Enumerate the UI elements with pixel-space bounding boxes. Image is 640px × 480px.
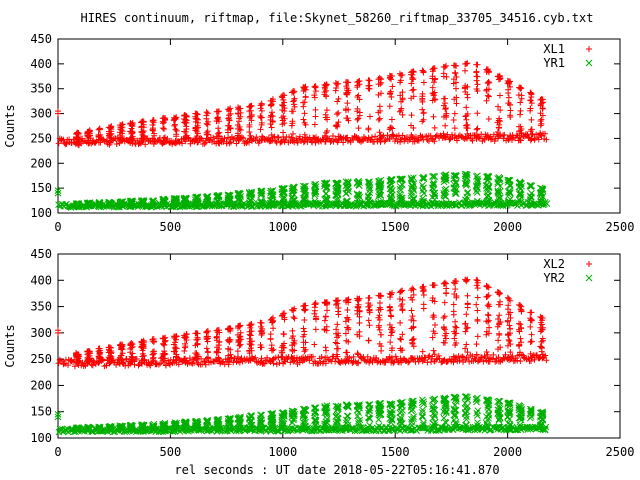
y-axis-label: Counts — [3, 324, 17, 367]
y-tick-label: 200 — [30, 378, 52, 392]
chart-title: HIRES continuum, riftmap, file:Skynet_58… — [81, 11, 594, 25]
y-tick-label: 100 — [30, 431, 52, 445]
series-YR2 — [54, 393, 550, 436]
series-points-YR2 — [54, 393, 550, 436]
legend-marker — [585, 274, 593, 282]
legend-label: YR1 — [543, 56, 565, 70]
series-XL1 — [55, 60, 550, 149]
legend-label: YR2 — [543, 271, 565, 285]
legend-marker — [586, 261, 592, 267]
x-axis-label: rel seconds : UT date 2018-05-22T05:16:4… — [174, 463, 499, 477]
y-tick-label: 250 — [30, 352, 52, 366]
legend-marker — [585, 59, 593, 67]
y-tick-label: 200 — [30, 156, 52, 170]
y-tick-label: 400 — [30, 57, 52, 71]
y-axis-label: Counts — [3, 104, 17, 147]
series-points-XL1 — [55, 60, 550, 149]
y-tick-label: 450 — [30, 247, 52, 261]
x-tick-label: 1500 — [381, 445, 410, 459]
y-tick-label: 350 — [30, 300, 52, 314]
y-tick-label: 300 — [30, 326, 52, 340]
x-tick-label: 1000 — [268, 445, 297, 459]
series-points-XL2 — [55, 276, 550, 370]
legend-marker — [586, 46, 592, 52]
y-tick-label: 400 — [30, 273, 52, 287]
x-tick-label: 1000 — [268, 220, 297, 234]
x-tick-label: 500 — [160, 445, 182, 459]
plot-panel-top: 100 150 200 250 300 350 400 450 0 500 1000 1500 2000… — [3, 32, 634, 234]
x-tick-label: 500 — [160, 220, 182, 234]
legend-label: XL2 — [543, 257, 565, 271]
x-tick-label: 2500 — [606, 220, 635, 234]
x-tick-label: 0 — [54, 220, 61, 234]
y-tick-label: 450 — [30, 32, 52, 46]
y-tick-label: 350 — [30, 82, 52, 96]
y-tick-label: 300 — [30, 107, 52, 121]
plot-panel-bottom: 100 150 200 250 300 350 400 450 0 500 1000 1500 2000… — [3, 247, 634, 459]
series-points-YR1 — [54, 170, 551, 211]
y-tick-label: 150 — [30, 181, 52, 195]
x-tick-label: 2000 — [493, 220, 522, 234]
plot-frame-top — [57, 38, 621, 214]
x-tick-label: 0 — [54, 445, 61, 459]
x-tick-label: 2000 — [493, 445, 522, 459]
x-tick-label: 1500 — [381, 220, 410, 234]
series-XL2 — [55, 276, 550, 370]
series-YR1 — [54, 170, 551, 211]
plot-frame-bottom — [57, 253, 621, 439]
legend-label: XL1 — [543, 42, 565, 56]
y-tick-label: 250 — [30, 131, 52, 145]
y-tick-label: 100 — [30, 206, 52, 220]
x-tick-label: 2500 — [606, 445, 635, 459]
y-tick-label: 150 — [30, 405, 52, 419]
